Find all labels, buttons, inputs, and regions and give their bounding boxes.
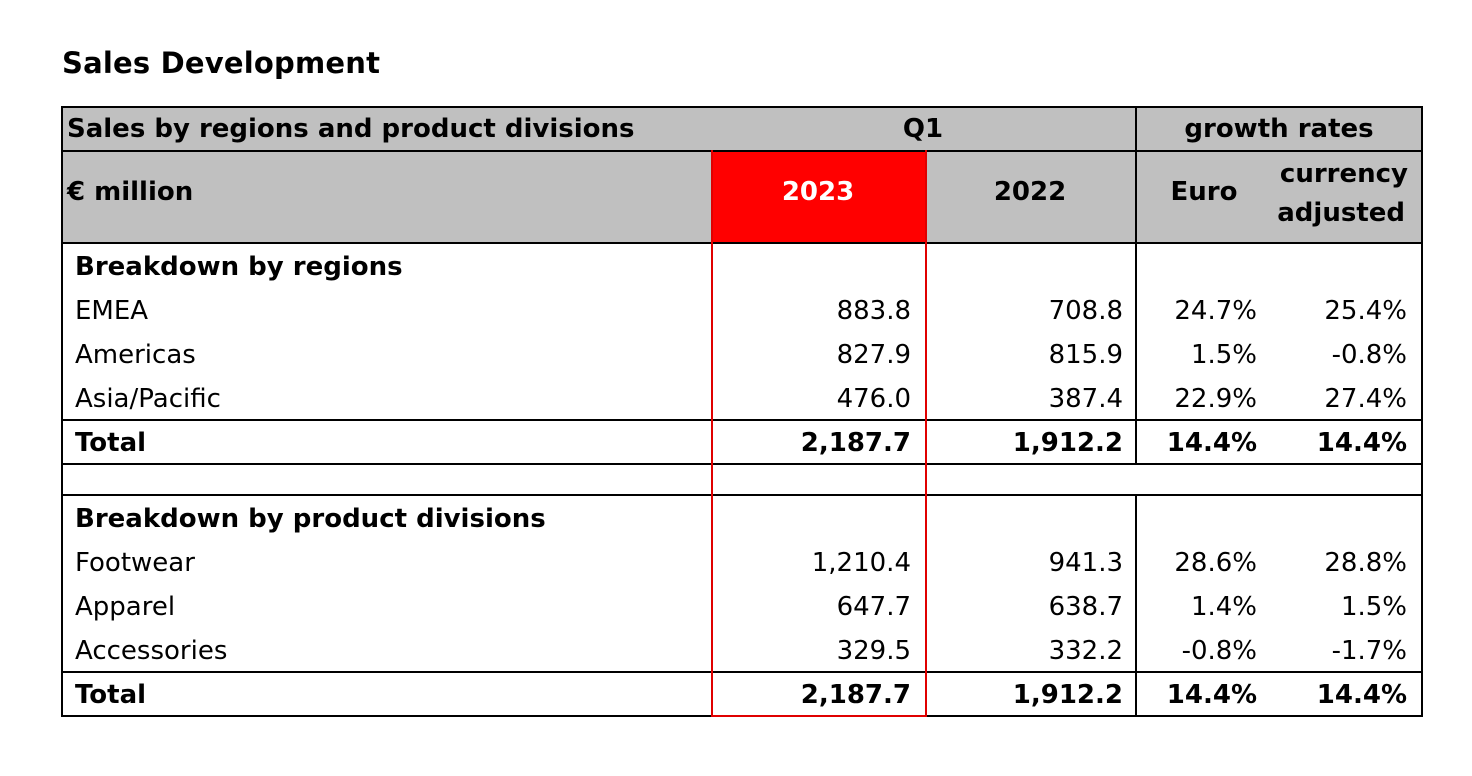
value-2023: 883.8 xyxy=(836,296,911,326)
currency-adjusted-header-line1: currency xyxy=(1279,159,1408,189)
divider-divisions-total-top xyxy=(61,671,1423,673)
row-label: Total xyxy=(75,428,147,458)
table-header-label: Sales by regions and product divisions xyxy=(67,114,635,144)
page-title: Sales Development xyxy=(62,46,381,80)
period-header: Q1 xyxy=(902,114,944,144)
header-row-1-bg xyxy=(61,106,1423,150)
euro-header: Euro xyxy=(1170,177,1238,207)
growth-euro: -0.8% xyxy=(1181,636,1257,666)
sales-table: Sales by regions and product divisions Q… xyxy=(61,106,1423,717)
regions-heading: Breakdown by regions xyxy=(75,252,403,282)
value-2022: 708.8 xyxy=(1048,296,1123,326)
border-left xyxy=(61,106,63,717)
row-label: Total xyxy=(75,680,147,710)
growth-euro: 14.4% xyxy=(1166,428,1257,458)
growth-currency-adjusted: -1.7% xyxy=(1331,636,1407,666)
growth-euro: 1.5% xyxy=(1190,340,1257,370)
divider-growth-header xyxy=(1135,106,1137,243)
row-label: Footwear xyxy=(75,548,195,578)
unit-header: € million xyxy=(67,177,194,207)
value-2023: 329.5 xyxy=(836,636,911,666)
value-2022: 332.2 xyxy=(1048,636,1123,666)
divider-header-2 xyxy=(61,242,1423,244)
border-right xyxy=(1421,106,1423,717)
border-top xyxy=(61,106,1423,108)
row-label: Accessories xyxy=(75,636,228,666)
highlight-2023-header xyxy=(711,150,925,243)
divider-spacer-bottom xyxy=(61,494,1423,496)
value-2023: 2,187.7 xyxy=(800,680,911,710)
value-2023: 2,187.7 xyxy=(800,428,911,458)
value-2022: 941.3 xyxy=(1048,548,1123,578)
growth-euro: 22.9% xyxy=(1174,384,1257,414)
row-label: Americas xyxy=(75,340,196,370)
year-2023-header: 2023 xyxy=(781,177,855,207)
value-2022: 815.9 xyxy=(1048,340,1123,370)
divider-regions-total-top xyxy=(61,419,1423,421)
row-label: EMEA xyxy=(75,296,149,326)
row-label: Asia/Pacific xyxy=(75,384,221,414)
value-2022: 1,912.2 xyxy=(1012,680,1123,710)
divider-regions-total-bottom xyxy=(61,463,1423,465)
divider-growth-divisions xyxy=(1135,495,1137,717)
divider-header-1 xyxy=(61,150,1423,152)
growth-euro: 14.4% xyxy=(1166,680,1257,710)
value-2023: 1,210.4 xyxy=(811,548,911,578)
growth-euro: 1.4% xyxy=(1190,592,1257,622)
divider-growth-regions xyxy=(1135,243,1137,464)
growth-euro: 24.7% xyxy=(1174,296,1257,326)
row-label: Apparel xyxy=(75,592,176,622)
growth-currency-adjusted: 28.8% xyxy=(1324,548,1407,578)
growth-rates-header: growth rates xyxy=(1184,114,1374,144)
year-2022-header: 2022 xyxy=(993,177,1067,207)
growth-euro: 28.6% xyxy=(1174,548,1257,578)
growth-currency-adjusted: 1.5% xyxy=(1340,592,1407,622)
growth-currency-adjusted: 27.4% xyxy=(1324,384,1407,414)
value-2023: 647.7 xyxy=(836,592,911,622)
growth-currency-adjusted: 14.4% xyxy=(1316,680,1407,710)
value-2022: 387.4 xyxy=(1048,384,1123,414)
currency-adjusted-header-line2: adjusted xyxy=(1277,198,1405,228)
growth-currency-adjusted: -0.8% xyxy=(1331,340,1407,370)
value-2022: 1,912.2 xyxy=(1012,428,1123,458)
growth-currency-adjusted: 25.4% xyxy=(1324,296,1407,326)
highlight-2023-column xyxy=(711,150,927,717)
value-2023: 827.9 xyxy=(836,340,911,370)
value-2022: 638.7 xyxy=(1048,592,1123,622)
value-2023: 476.0 xyxy=(836,384,911,414)
divisions-heading: Breakdown by product divisions xyxy=(75,504,546,534)
growth-currency-adjusted: 14.4% xyxy=(1316,428,1407,458)
